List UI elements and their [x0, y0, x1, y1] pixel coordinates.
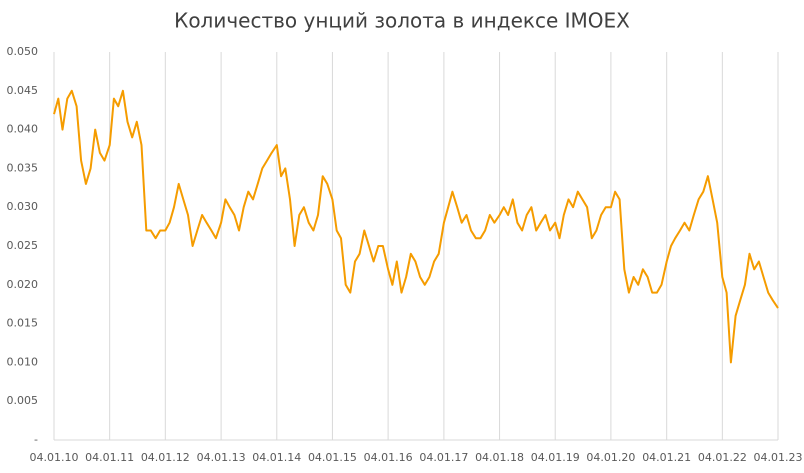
y-tick-label: 0.045	[7, 84, 39, 97]
x-tick-label: 04.01.11	[85, 451, 134, 464]
y-tick-label: 0.005	[7, 394, 39, 407]
x-tick-label: 04.01.23	[754, 451, 803, 464]
x-tick-label: 04.01.14	[252, 451, 301, 464]
line-series	[53, 89, 779, 364]
y-tick-label: -	[34, 433, 38, 446]
y-tick-label: 0.040	[7, 123, 39, 136]
y-tick-label: 0.025	[7, 239, 39, 252]
chart-title: Количество унций золота в индексе IMOEX	[174, 9, 630, 33]
y-tick-label: 0.015	[7, 317, 39, 330]
x-tick-label: 04.01.17	[419, 451, 468, 464]
y-tick-label: 0.010	[7, 355, 39, 368]
x-tick-label: 04.01.10	[30, 451, 79, 464]
x-tick-label: 04.01.18	[475, 451, 524, 464]
y-tick-label: 0.030	[7, 200, 39, 213]
x-tick-label: 04.01.22	[698, 451, 747, 464]
x-tick-label: 04.01.15	[308, 451, 357, 464]
x-tick-label: 04.01.12	[141, 451, 190, 464]
x-tick-label: 04.01.19	[531, 451, 580, 464]
y-tick-label: 0.035	[7, 161, 39, 174]
y-tick-label: 0.050	[7, 45, 39, 58]
y-tick-label: 0.020	[7, 278, 39, 291]
x-tick-label: 04.01.20	[586, 451, 635, 464]
x-tick-label: 04.01.13	[197, 451, 246, 464]
x-tick-label: 04.01.16	[364, 451, 413, 464]
x-tick-label: 04.01.21	[642, 451, 691, 464]
